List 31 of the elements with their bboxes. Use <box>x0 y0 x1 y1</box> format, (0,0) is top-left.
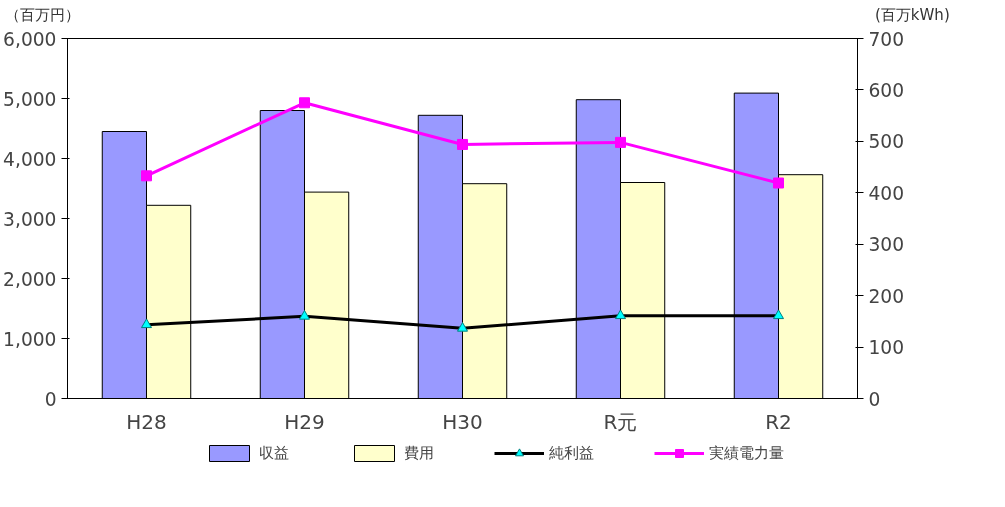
y2-tick-label: 500 <box>868 131 905 153</box>
y-axis-title: （百万円） <box>5 5 80 26</box>
point <box>615 136 626 148</box>
x-tick-label: R2 <box>765 409 792 434</box>
y2-tick-label: 200 <box>868 285 905 307</box>
point <box>457 138 468 150</box>
y-tick-label: 5,000 <box>3 88 57 110</box>
y-tick-label: 3,000 <box>3 208 57 230</box>
point <box>773 177 784 189</box>
y-tick-label: 1,000 <box>3 328 57 350</box>
y-tick-label: 2,000 <box>3 268 57 290</box>
legend-label: 実績電力量 <box>708 443 784 463</box>
y-tick-label: 0 <box>44 388 57 410</box>
legend-label: 収益 <box>258 443 289 463</box>
point <box>141 170 152 182</box>
point <box>299 97 310 109</box>
y2-tick-label: 100 <box>868 337 905 359</box>
y-tick-label: 6,000 <box>3 28 57 50</box>
y2-axis-title: (百万kWh) <box>875 5 950 26</box>
y2-tick-label: 600 <box>868 79 905 101</box>
y2-tick-label: 400 <box>868 182 905 204</box>
x-tick-label: H28 <box>126 409 167 434</box>
legend-label: 費用 <box>403 443 434 463</box>
y2-tick-label: 700 <box>868 28 905 50</box>
y2-tick-label: 0 <box>868 388 881 410</box>
x-tick-label: H29 <box>284 409 325 434</box>
legend-label: 純利益 <box>548 443 594 463</box>
x-tick-label: H30 <box>442 409 483 434</box>
y-tick-label: 4,000 <box>3 148 57 170</box>
x-tick-label: R元 <box>603 409 638 434</box>
y2-tick-label: 300 <box>868 234 905 256</box>
